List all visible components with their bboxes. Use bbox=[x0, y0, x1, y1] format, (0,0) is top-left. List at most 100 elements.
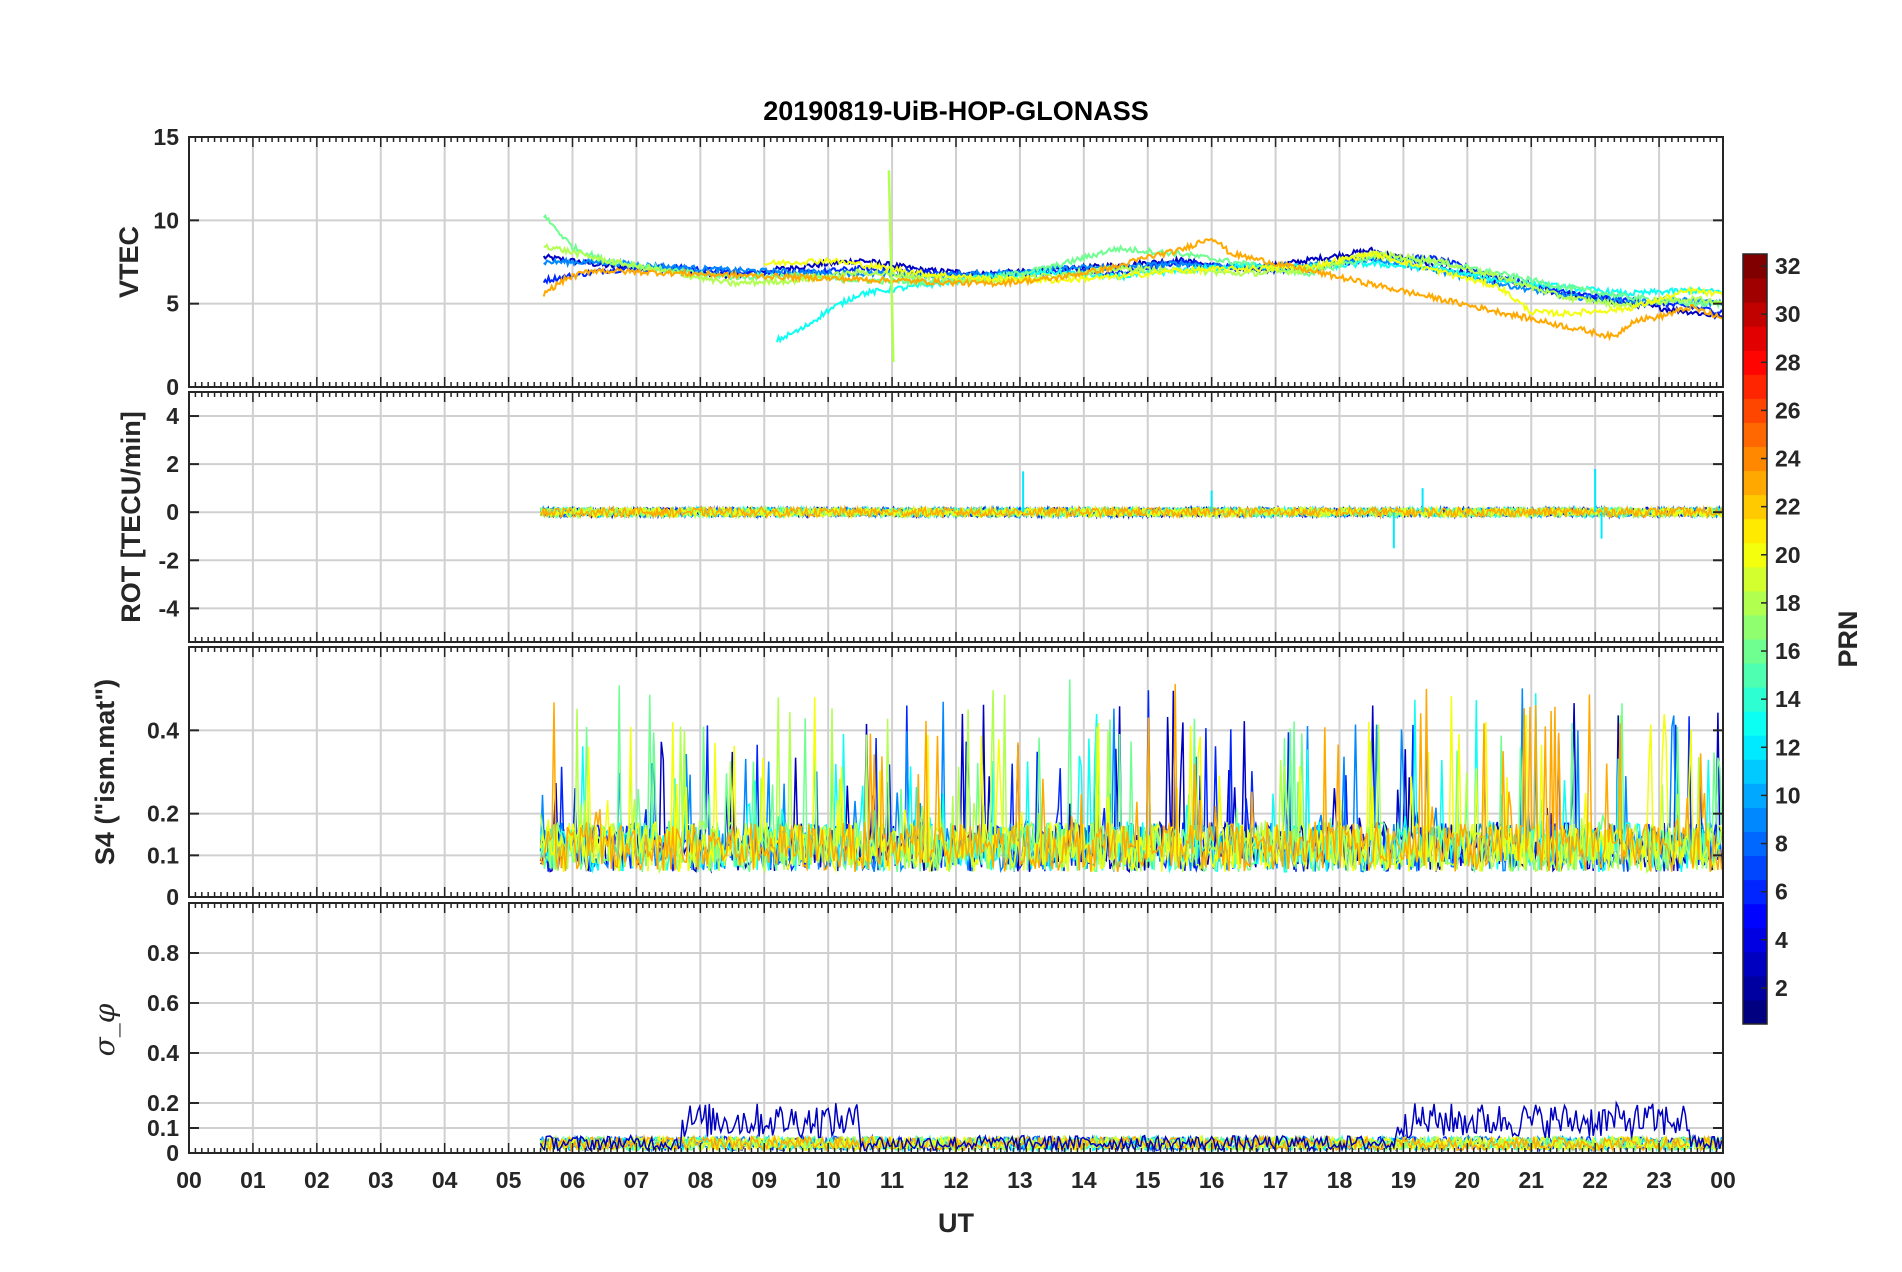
x-tick-label: 00 bbox=[176, 1167, 202, 1193]
x-tick-label: 17 bbox=[1263, 1167, 1289, 1193]
colorbar-tick-label: 8 bbox=[1775, 831, 1788, 857]
y-tick-label: 5 bbox=[166, 291, 179, 317]
colorbar-tick-label: 28 bbox=[1775, 349, 1801, 375]
colorbar-swatch bbox=[1743, 663, 1767, 688]
panel-s4: 0 0.1 0.2 0.4 S4 ("ism.mat") bbox=[90, 646, 1724, 910]
colorbar-swatch bbox=[1743, 518, 1767, 544]
x-tick-label: 23 bbox=[1646, 1167, 1672, 1193]
colorbar-swatch bbox=[1743, 278, 1767, 303]
panel-vtec: 0 5 10 15 VTEC bbox=[114, 124, 1724, 400]
y-tick-label: 0.6 bbox=[147, 990, 179, 1016]
panel-rot-series bbox=[539, 468, 1724, 549]
x-axis-label: UT bbox=[938, 1208, 974, 1238]
x-tick-label: 06 bbox=[560, 1167, 586, 1193]
x-tick-label: 15 bbox=[1135, 1167, 1161, 1193]
colorbar-tick-label: 12 bbox=[1775, 734, 1801, 760]
colorbar-swatch bbox=[1743, 470, 1767, 496]
y-tick-label: 0 bbox=[166, 884, 179, 910]
colorbar-tick-label: 24 bbox=[1775, 446, 1801, 472]
colorbar-swatch bbox=[1743, 759, 1767, 784]
colorbar-tick-label: 26 bbox=[1775, 397, 1801, 423]
chart-title: 20190819-UiB-HOP-GLONASS bbox=[763, 96, 1149, 126]
vtec-series-line bbox=[542, 237, 1724, 342]
y-tick-label: 0.1 bbox=[147, 842, 179, 868]
panel-sigma: 00.10.2 0.4 0.6 0.8 σ_φ bbox=[88, 902, 1724, 1166]
colorbar-tick-label: 32 bbox=[1775, 253, 1801, 279]
colorbar-tick-label: 10 bbox=[1775, 782, 1801, 808]
x-tick-label: 14 bbox=[1071, 1167, 1097, 1193]
x-tick-label: 04 bbox=[432, 1167, 458, 1193]
x-tick-label: 12 bbox=[943, 1167, 969, 1193]
x-tick-label: 21 bbox=[1518, 1167, 1544, 1193]
colorbar-gradient bbox=[1743, 254, 1767, 1025]
y-tick-label: 10 bbox=[153, 207, 179, 233]
x-tick-label: 16 bbox=[1199, 1167, 1225, 1193]
colorbar-swatch bbox=[1743, 374, 1767, 399]
x-tick-label: 20 bbox=[1455, 1167, 1481, 1193]
panel-vtec-series bbox=[542, 170, 1724, 363]
panel-s4-ylabel: S4 ("ism.mat") bbox=[90, 679, 120, 865]
x-tick-label: 01 bbox=[240, 1167, 266, 1193]
panel-rot-yticks: -4 -2 0 2 4 bbox=[159, 392, 1724, 642]
panel-rot-ylabel: ROT [TECU/min] bbox=[116, 411, 146, 622]
colorbar-swatch bbox=[1743, 903, 1767, 929]
y-tick-label: -2 bbox=[159, 547, 179, 573]
x-tick-label: 07 bbox=[624, 1167, 650, 1193]
x-tick-label: 08 bbox=[688, 1167, 714, 1193]
panel-s4-series bbox=[539, 679, 1723, 875]
colorbar-swatch bbox=[1743, 326, 1767, 351]
colorbar-tick-label: 6 bbox=[1775, 879, 1788, 905]
colorbar-swatch bbox=[1743, 422, 1767, 447]
vtec-series-line bbox=[543, 255, 1724, 309]
colorbar-tick-label: 14 bbox=[1775, 686, 1801, 712]
x-tick-label: 13 bbox=[1007, 1167, 1033, 1193]
x-tick-labels: 00 01 02 03 04 05 06 07 08 09 10 11 12 13 14 15 16 17 18 19… bbox=[176, 1167, 1736, 1193]
y-tick-label: 0 bbox=[166, 499, 179, 525]
y-tick-label: 0.4 bbox=[147, 1040, 179, 1066]
colorbar-tick-label: 18 bbox=[1775, 590, 1801, 616]
y-tick-label: 0.1 bbox=[147, 1115, 179, 1141]
vtec-series-line bbox=[543, 243, 1724, 310]
colorbar-tick-label: 30 bbox=[1775, 301, 1801, 327]
x-tick-label: 02 bbox=[304, 1167, 330, 1193]
vtec-series-line bbox=[763, 249, 1724, 319]
colorbar-tick-label: 16 bbox=[1775, 638, 1801, 664]
colorbar-tick-label: 4 bbox=[1775, 927, 1788, 953]
colorbar-swatch bbox=[1743, 614, 1767, 640]
x-tick-label: 10 bbox=[815, 1167, 841, 1193]
s4-series-line bbox=[539, 683, 1723, 873]
x-tick-label: 05 bbox=[496, 1167, 522, 1193]
x-tick-label: 18 bbox=[1327, 1167, 1353, 1193]
colorbar-swatch bbox=[1743, 999, 1767, 1025]
y-tick-label: -4 bbox=[159, 595, 180, 621]
y-tick-label: 0.2 bbox=[147, 1090, 179, 1116]
rot-series-line bbox=[539, 504, 1724, 520]
y-tick-label: 0.8 bbox=[147, 940, 179, 966]
x-tick-label: 11 bbox=[880, 1167, 905, 1193]
x-tick-label: 00 bbox=[1710, 1167, 1736, 1193]
colorbar-label: PRN bbox=[1833, 610, 1863, 667]
colorbar-tick-label: 22 bbox=[1775, 494, 1801, 520]
panel-sigma-ylabel: σ_φ bbox=[88, 1003, 121, 1056]
colorbar-swatch bbox=[1743, 807, 1767, 832]
panel-sigma-grid bbox=[189, 903, 1723, 1153]
x-tick-label: 22 bbox=[1582, 1167, 1608, 1193]
colorbar-swatch bbox=[1743, 566, 1767, 592]
colorbar-frame bbox=[1742, 253, 1768, 1025]
y-tick-label: 0.4 bbox=[147, 717, 179, 743]
y-tick-label: 0.2 bbox=[147, 801, 179, 827]
colorbar-swatch bbox=[1743, 711, 1767, 736]
x-tick-label: 19 bbox=[1391, 1167, 1417, 1193]
panel-sigma-series bbox=[539, 1100, 1723, 1154]
y-tick-label: 4 bbox=[166, 403, 179, 429]
colorbar-tick-label: 2 bbox=[1775, 975, 1788, 1001]
colorbar-tick-label: 20 bbox=[1775, 542, 1801, 568]
s4-series-line bbox=[539, 696, 1723, 874]
panel-sigma-yticks: 00.10.2 0.4 0.6 0.8 bbox=[147, 903, 1724, 1166]
y-tick-label: 15 bbox=[153, 124, 179, 150]
x-tick-label: 09 bbox=[751, 1167, 777, 1193]
panel-vtec-ylabel: VTEC bbox=[114, 226, 144, 298]
